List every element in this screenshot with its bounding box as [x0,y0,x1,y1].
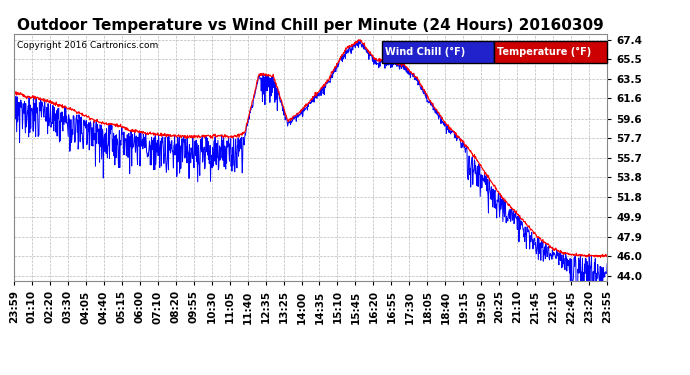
Text: Wind Chill (°F): Wind Chill (°F) [385,47,465,57]
Text: Temperature (°F): Temperature (°F) [497,47,591,57]
FancyBboxPatch shape [382,41,495,63]
FancyBboxPatch shape [495,41,607,63]
Title: Outdoor Temperature vs Wind Chill per Minute (24 Hours) 20160309: Outdoor Temperature vs Wind Chill per Mi… [17,18,604,33]
Text: Copyright 2016 Cartronics.com: Copyright 2016 Cartronics.com [17,41,158,50]
